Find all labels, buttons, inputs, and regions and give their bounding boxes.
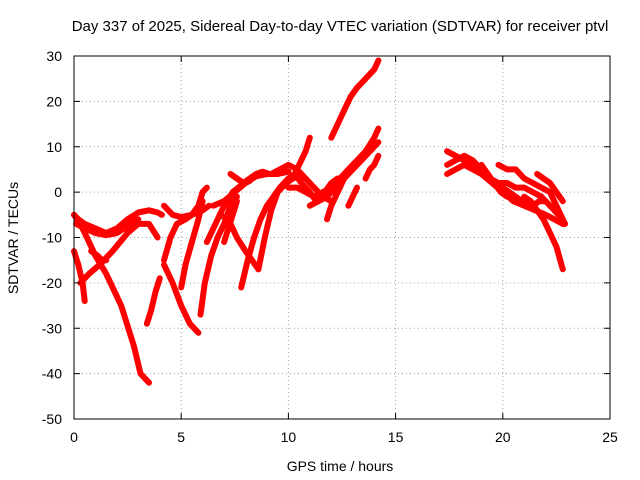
series-sat-26	[328, 57, 382, 141]
series-sat-36	[521, 193, 566, 273]
series-sat-08	[161, 184, 210, 264]
series-sat-11	[178, 198, 206, 291]
series-sat-06	[88, 248, 110, 264]
x-axis-label: GPS time / hours	[287, 458, 394, 474]
y-tick-label: 0	[54, 184, 62, 200]
x-tick-label: 25	[602, 429, 618, 445]
y-tick-label: 20	[46, 93, 62, 109]
series-sat-17	[216, 211, 262, 273]
y-tick-label: -40	[42, 366, 62, 382]
y-tick-label: 30	[46, 48, 62, 64]
series-sat-02	[71, 207, 165, 236]
series-sat-28	[362, 152, 382, 182]
series-sat-35	[510, 198, 549, 209]
series-sat-27	[345, 184, 360, 209]
series-sat-37	[534, 171, 566, 205]
x-tick-label: 10	[281, 429, 297, 445]
x-tick-label: 20	[495, 429, 511, 445]
series-sat-19	[255, 173, 309, 273]
x-tick-label: 15	[388, 429, 404, 445]
y-tick-label: -20	[42, 275, 62, 291]
series-sat-33	[495, 161, 568, 227]
y-tick-label: -30	[42, 320, 62, 336]
series-sat-16	[227, 168, 273, 186]
series-layer	[71, 57, 568, 386]
x-tick-label: 5	[177, 429, 185, 445]
x-tick-label: 0	[70, 429, 78, 445]
y-tick-label: 10	[46, 139, 62, 155]
series-sat-22	[289, 134, 313, 182]
series-sat-12	[197, 193, 240, 318]
grid-layer	[74, 56, 610, 419]
y-tick-label: -50	[42, 411, 62, 427]
series-sat-32	[478, 161, 511, 200]
series-sat-04	[77, 220, 161, 286]
ticks-layer: 0 5 10 15 20 25 -50 -40 -30 -20 -10 0 10 20 30	[42, 48, 618, 445]
series-sat-05	[73, 216, 142, 239]
series-sat-07	[143, 275, 163, 327]
series-sat-25	[324, 175, 348, 223]
y-tick-label: -10	[42, 230, 62, 246]
y-axis-label: SDTVAR / TECUs	[5, 182, 21, 294]
series-sat-03	[71, 248, 88, 304]
chart-title: Day 337 of 2025, Sidereal Day-to-day VTE…	[72, 18, 609, 35]
series-sat-09	[161, 261, 202, 336]
series-sat-24	[315, 175, 341, 200]
